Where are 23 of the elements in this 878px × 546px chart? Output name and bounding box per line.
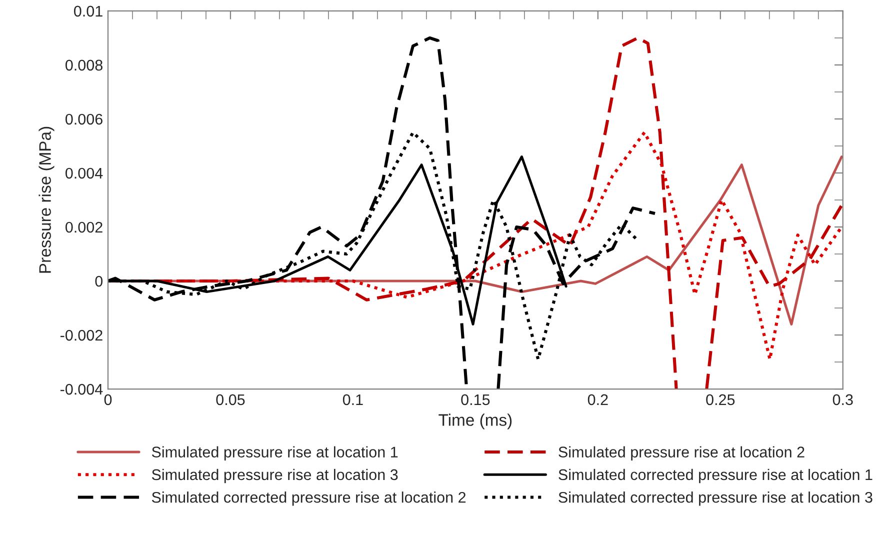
y-tick-label: 0.01: [74, 6, 102, 17]
x-tick-label: 0.15: [461, 394, 490, 406]
y-tick-label: 0.006: [66, 114, 102, 125]
y-axis-title: Pressure rise (MPa): [38, 126, 54, 273]
legend-label: Simulated corrected pressure rise at location 1: [558, 468, 872, 484]
y-tick-label: -0.002: [60, 330, 102, 341]
y-tick-label: 0.004: [66, 168, 103, 179]
legend-label: Simulated corrected pressure rise at location 2: [152, 492, 466, 506]
x-tick-label: 0.3: [832, 394, 853, 406]
y-tick-label: 0.002: [66, 222, 102, 233]
x-axis-title: Time (ms): [438, 414, 512, 430]
x-tick-label: 0.05: [216, 394, 245, 406]
y-tick-label: -0.004: [60, 384, 103, 395]
x-tick-label: 0: [104, 394, 112, 406]
legend-label: Simulated corrected pressure rise at location 3: [558, 492, 872, 506]
y-tick-label: 0: [95, 276, 103, 287]
y-tick-label: 0.008: [66, 60, 102, 71]
legend-label: Simulated pressure rise at location 3: [152, 468, 398, 484]
legend-label: Simulated pressure rise at location 1: [152, 446, 398, 460]
x-tick-label: 0.1: [342, 394, 363, 406]
x-tick-label: 0.2: [588, 394, 608, 406]
legend-label: Simulated pressure rise at location 2: [558, 446, 804, 460]
x-tick-label: 0.25: [706, 394, 735, 406]
